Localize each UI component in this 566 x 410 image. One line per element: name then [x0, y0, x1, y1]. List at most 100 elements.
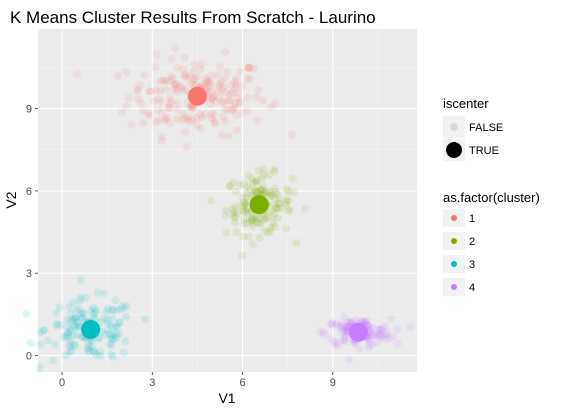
data-point-cluster-3: [108, 305, 117, 314]
data-point-cluster-1: [252, 93, 261, 102]
x-tick-label: 3: [149, 377, 155, 389]
data-point-cluster-2: [242, 192, 251, 201]
data-point-cluster-1: [166, 76, 175, 85]
data-point-cluster-4: [350, 339, 359, 348]
data-point-cluster-2: [232, 227, 241, 236]
data-point-cluster-4: [319, 327, 328, 336]
data-point-cluster-3: [83, 347, 92, 356]
data-point-cluster-3: [72, 331, 81, 340]
legend-key-cluster-1-marker: [451, 215, 457, 221]
data-point-cluster-1: [179, 65, 188, 74]
data-point-cluster-1: [245, 63, 254, 72]
data-point-cluster-1: [188, 104, 197, 113]
data-point-cluster-1: [221, 117, 230, 126]
data-point-cluster-4: [393, 325, 402, 334]
data-point-cluster-1: [200, 81, 209, 90]
data-point-cluster-1: [243, 106, 252, 115]
data-point-cluster-3: [70, 341, 79, 350]
legend-key-true-marker: [446, 142, 462, 158]
data-point-cluster-4: [362, 316, 371, 325]
data-point-cluster-1: [208, 94, 217, 103]
data-point-cluster-1: [223, 67, 232, 76]
data-point-cluster-1: [139, 119, 148, 128]
data-point-cluster-4: [366, 336, 375, 345]
data-point-cluster-4: [366, 340, 375, 349]
data-point-cluster-3: [108, 314, 117, 323]
data-point-cluster-3: [140, 315, 149, 324]
data-point-cluster-4: [334, 339, 343, 348]
y-tick-label: 3: [26, 268, 32, 280]
chart-title: K Means Cluster Results From Scratch - L…: [10, 8, 376, 27]
data-point-cluster-4: [366, 328, 375, 337]
data-point-cluster-4: [361, 317, 370, 326]
data-point-cluster-1: [215, 79, 224, 88]
data-point-cluster-4: [330, 337, 339, 346]
data-point-cluster-3: [55, 303, 64, 312]
data-point-cluster-1: [254, 86, 263, 95]
data-point-cluster-1: [208, 93, 217, 102]
data-point-cluster-1: [187, 79, 196, 88]
data-point-cluster-3: [69, 330, 78, 339]
data-point-cluster-1: [170, 81, 179, 90]
data-point-cluster-1: [192, 113, 201, 122]
data-point-cluster-1: [122, 68, 131, 77]
data-point-cluster-2: [252, 178, 261, 187]
cluster-center-4: [348, 322, 368, 342]
data-point-cluster-2: [239, 232, 248, 241]
data-point-cluster-2: [277, 204, 286, 213]
data-point-cluster-1: [165, 99, 174, 108]
data-point-cluster-3: [73, 317, 82, 326]
data-point-cluster-2: [243, 219, 252, 228]
data-point-cluster-3: [72, 306, 81, 315]
data-point-cluster-1: [161, 76, 170, 85]
data-point-cluster-3: [113, 323, 122, 332]
data-point-cluster-4: [341, 337, 350, 346]
data-point-cluster-2: [257, 185, 266, 194]
axis-ticks: 0 3 6 9 0 3 6 9: [26, 104, 336, 389]
data-point-cluster-2: [263, 228, 272, 237]
data-point-cluster-1: [244, 64, 253, 73]
data-point-cluster-3: [83, 344, 92, 353]
data-point-cluster-2: [281, 200, 290, 209]
data-point-cluster-2: [240, 214, 249, 223]
data-point-cluster-1: [152, 50, 161, 59]
data-point-cluster-3: [66, 342, 75, 351]
data-point-cluster-3: [90, 347, 99, 356]
data-point-cluster-2: [300, 204, 309, 213]
data-point-cluster-2: [284, 187, 293, 196]
data-point-cluster-3: [105, 339, 114, 348]
data-point-cluster-2: [282, 224, 291, 233]
data-point-cluster-4: [375, 332, 384, 341]
data-point-cluster-1: [154, 95, 163, 104]
data-point-cluster-3: [52, 308, 61, 317]
data-point-cluster-1: [234, 99, 243, 108]
data-point-cluster-2: [256, 219, 265, 228]
data-point-cluster-1: [133, 87, 142, 96]
data-point-cluster-1: [151, 63, 160, 72]
data-point-cluster-2: [251, 214, 260, 223]
data-point-cluster-3: [106, 320, 115, 329]
data-point-cluster-4: [342, 331, 351, 340]
data-point-cluster-4: [380, 330, 389, 339]
data-point-cluster-2: [230, 212, 239, 221]
data-point-cluster-1: [167, 55, 176, 64]
data-point-cluster-2: [230, 218, 239, 227]
data-point-cluster-1: [243, 74, 252, 83]
data-point-cluster-2: [272, 190, 281, 199]
data-point-cluster-1: [224, 132, 233, 141]
data-point-cluster-1: [197, 113, 206, 122]
data-point-cluster-2: [240, 200, 249, 209]
data-point-cluster-2: [241, 207, 250, 216]
data-point-cluster-2: [252, 187, 261, 196]
data-point-cluster-1: [211, 119, 220, 128]
data-point-cluster-1: [139, 107, 148, 116]
data-point-cluster-4: [331, 320, 340, 329]
data-point-cluster-3: [67, 346, 76, 355]
data-point-cluster-3: [107, 350, 116, 359]
data-point-cluster-1: [219, 98, 228, 107]
data-point-cluster-2: [249, 214, 258, 223]
data-point-cluster-1: [134, 95, 143, 104]
data-point-cluster-1: [207, 110, 216, 119]
cluster-centers: [81, 86, 368, 342]
data-point-cluster-3: [89, 346, 98, 355]
